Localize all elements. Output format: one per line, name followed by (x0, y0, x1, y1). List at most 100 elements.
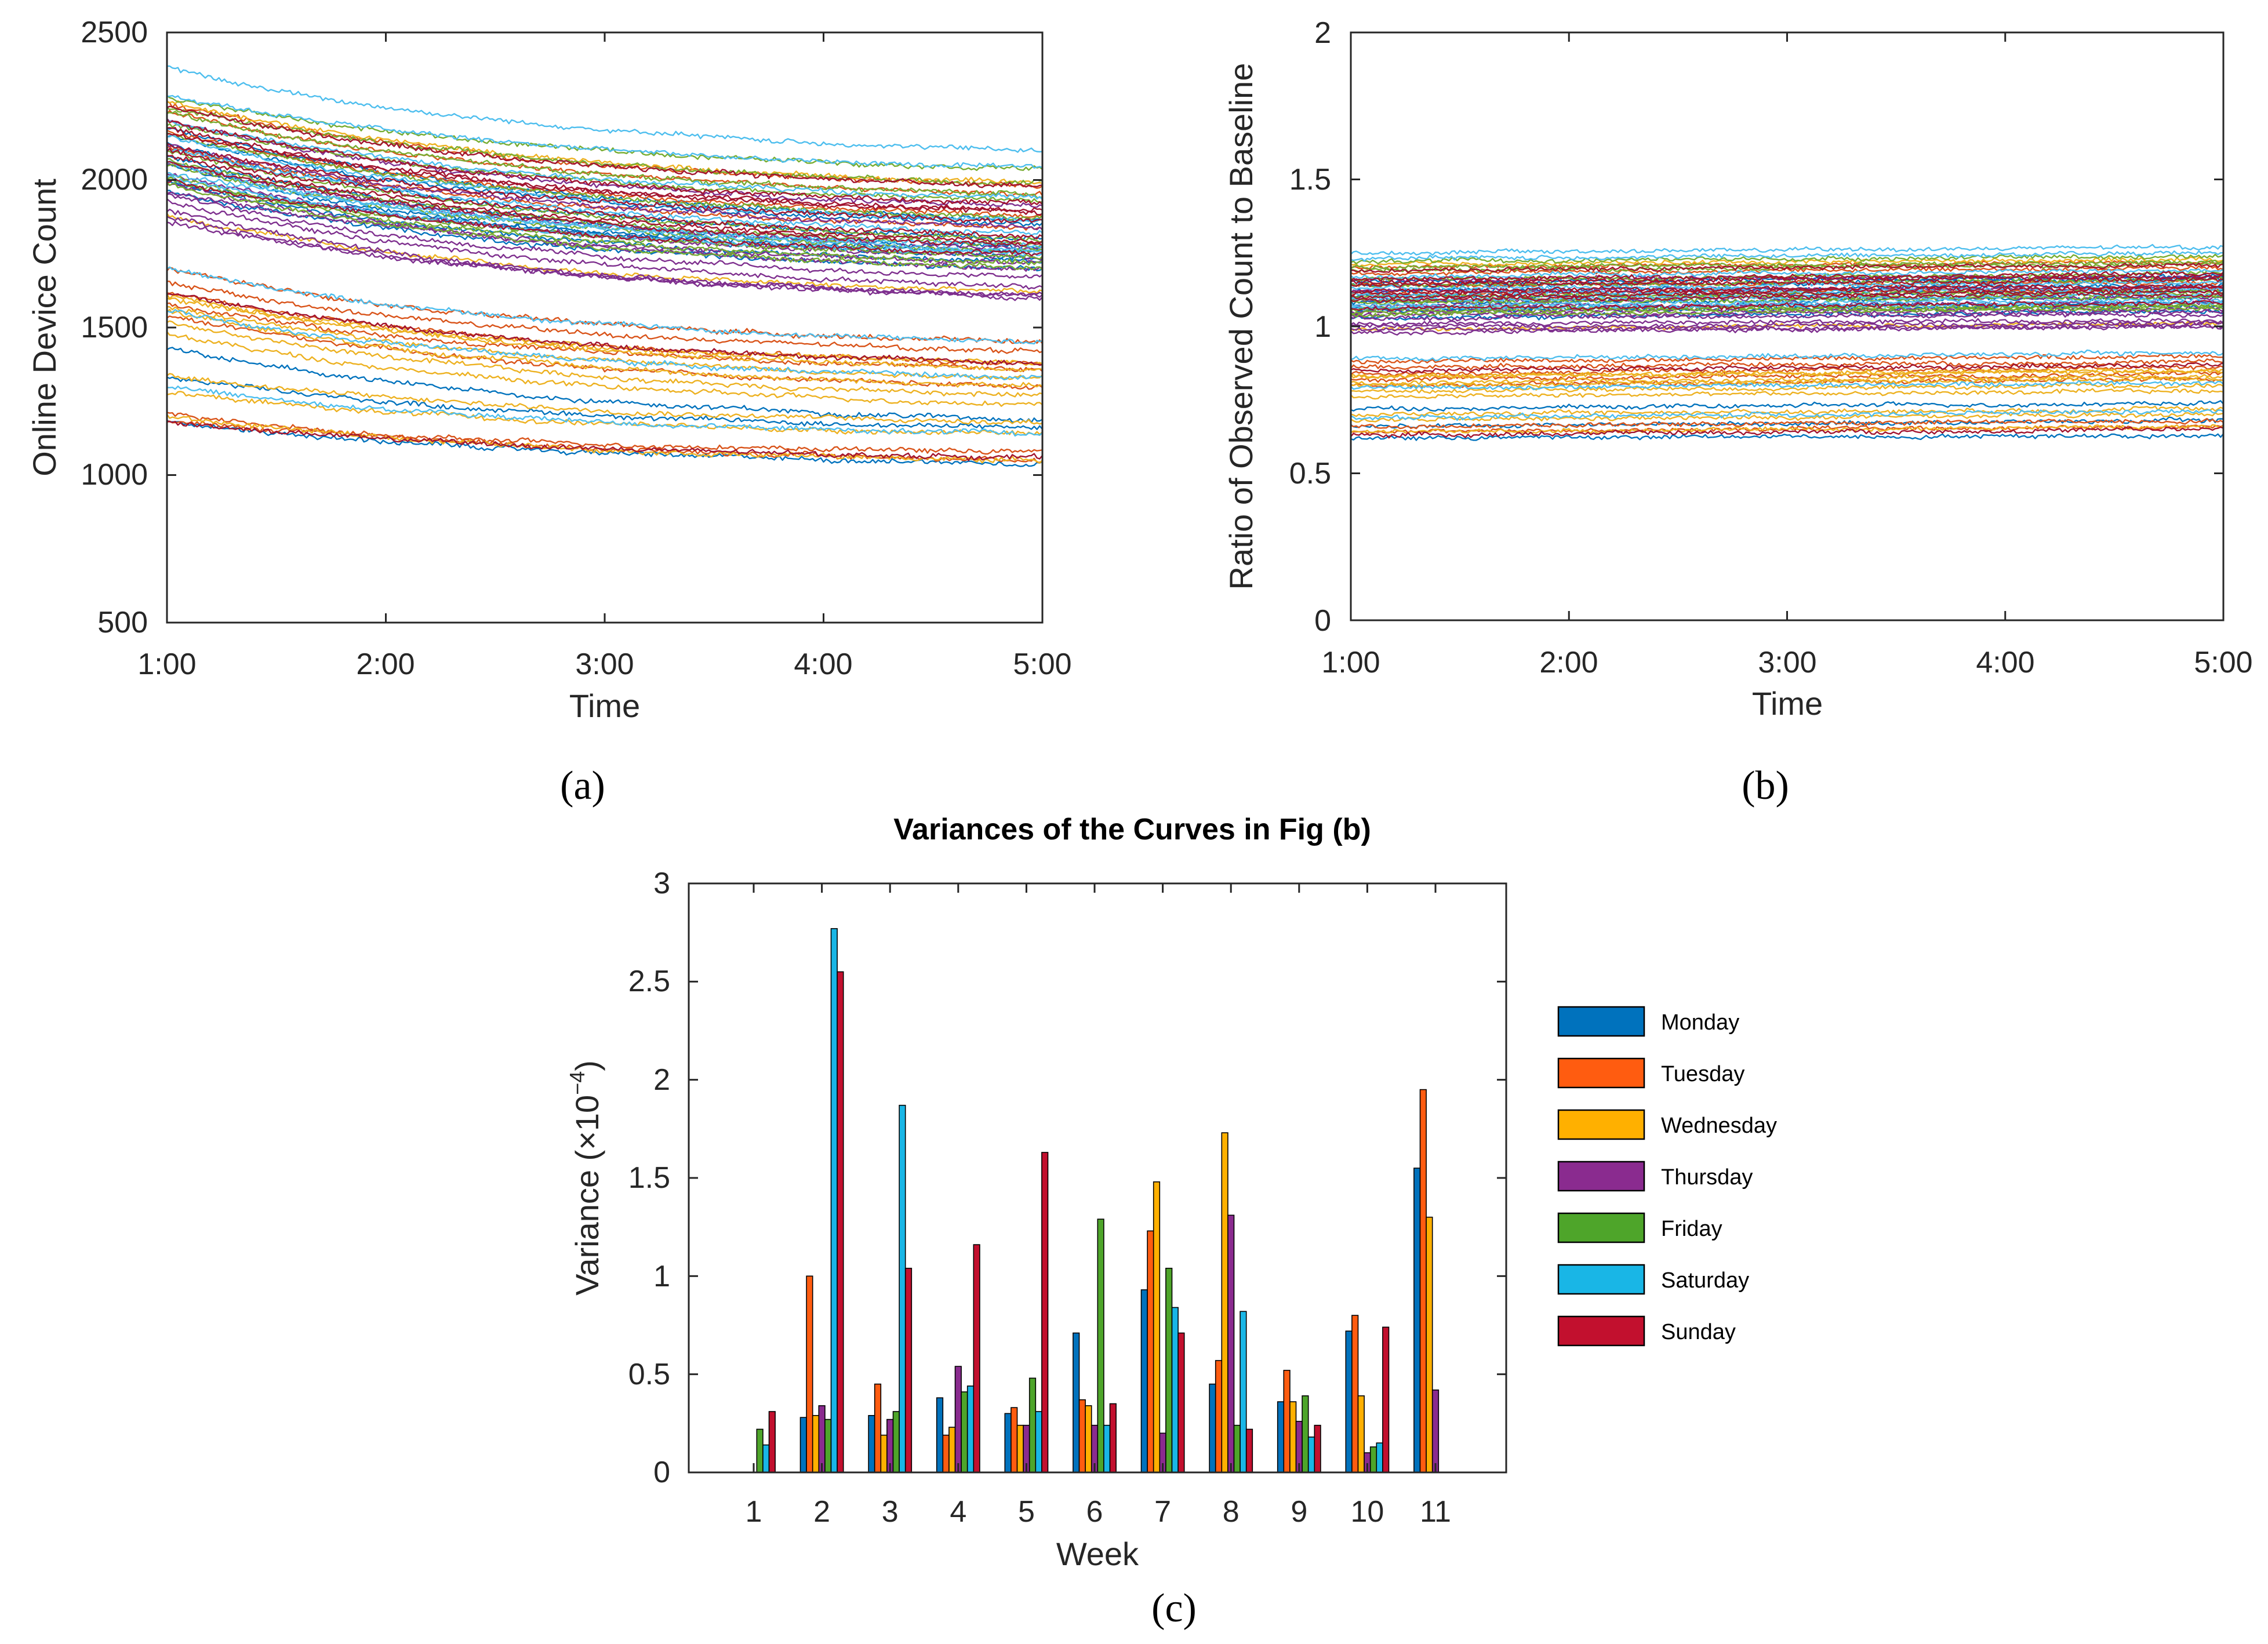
panel-b-x-tick: 2:00 (1539, 646, 1598, 679)
curve-line (166, 119, 1043, 205)
panel-c-title: Variances of the Curves in Fig (b) (893, 813, 1371, 846)
curve-line (166, 315, 1043, 390)
bar-monday (1209, 1383, 1216, 1473)
bar-wednesday (1085, 1405, 1092, 1473)
panel-a-x-tick: 1:00 (137, 648, 196, 681)
curve-line (166, 150, 1043, 243)
bar-monday (936, 1397, 944, 1473)
panel-c-x-tick: 5 (1018, 1495, 1035, 1529)
panel-b-ticks (1350, 31, 2225, 621)
legend-label-monday: Monday (1661, 1010, 1739, 1035)
panel-c-y-label-main: Variance (×10 (569, 1095, 605, 1296)
bar-friday (1028, 1377, 1037, 1473)
curve-line (1350, 412, 2224, 423)
curve-line (1350, 323, 2224, 333)
curve-line (166, 216, 1043, 298)
curve-line (166, 181, 1043, 271)
curve-line (167, 65, 1043, 153)
panel-c-x-tick: 6 (1086, 1495, 1103, 1529)
curve-line (1351, 382, 2224, 394)
panel-a: 1:00 2:00 3:00 4:00 5:00 500 1000 1500 2… (26, 16, 1072, 808)
curve-line (1350, 277, 2224, 288)
bar-saturday (762, 1444, 770, 1473)
panel-c-x-tick: 2 (813, 1495, 830, 1529)
curve-line (1350, 250, 2224, 262)
bar-thursday (1227, 1214, 1235, 1473)
curve-line (1350, 400, 2224, 412)
panel-c-x-tick: 9 (1291, 1495, 1307, 1529)
curve-line (166, 293, 1043, 366)
bar-wednesday (948, 1427, 956, 1473)
panel-c-title-suffix: (b) (1332, 813, 1371, 846)
bar-sunday (973, 1244, 980, 1473)
legend-label-saturday: Saturday (1661, 1268, 1749, 1293)
bar-tuesday (1078, 1399, 1086, 1473)
curve-line (166, 331, 1043, 407)
bar-friday (1097, 1219, 1104, 1473)
curve-line (166, 302, 1043, 372)
curve-line (166, 143, 1043, 224)
legend-label-wednesday: Wednesday (1661, 1114, 1777, 1138)
legend-swatch-friday (1557, 1212, 1645, 1243)
panel-b-y-tick: 1 (1314, 310, 1331, 344)
curve-line (1350, 260, 2224, 271)
curve-line (1350, 291, 2224, 303)
curve-line (1351, 320, 2224, 329)
panel-a-y-tick: 1500 (81, 311, 148, 344)
bar-tuesday (1283, 1370, 1291, 1473)
bar-wednesday (812, 1415, 820, 1473)
curve-line (1350, 300, 2224, 311)
panel-c: Variances of the Curves in Fig (b) 0 0.5… (565, 813, 1777, 1631)
legend-swatch-saturday (1557, 1264, 1645, 1295)
bar-saturday (1035, 1411, 1042, 1473)
curve-line (166, 111, 1043, 199)
legend-swatch-monday (1557, 1006, 1645, 1037)
bar-saturday (1103, 1424, 1111, 1473)
bar-wednesday (1357, 1395, 1365, 1473)
bar-thursday (954, 1366, 962, 1473)
curve-line (166, 160, 1043, 253)
bar-tuesday (1147, 1230, 1154, 1473)
panel-a-x-tick: 2:00 (356, 648, 415, 681)
curve-line (166, 133, 1043, 213)
panel-b-sublabel: (b) (1742, 763, 1789, 808)
curve-line (166, 213, 1043, 294)
bar-monday (1413, 1167, 1421, 1473)
curve-line (1350, 262, 2224, 274)
curve-line (1350, 368, 2224, 379)
legend-swatch-wednesday (1557, 1109, 1645, 1140)
panel-c-x-ticks: 1 2 3 4 5 6 7 8 9 10 11 (746, 883, 1451, 1529)
curve-line (166, 107, 1043, 186)
bar-wednesday (880, 1434, 888, 1473)
panel-a-x-label: Time (569, 688, 640, 724)
panel-b-x-tick: 5:00 (2194, 646, 2252, 679)
bar-friday (1369, 1446, 1377, 1473)
bar-monday (799, 1417, 807, 1473)
panel-b-x-tick: 3:00 (1758, 646, 1816, 679)
panel-c-ticks (689, 882, 1506, 1474)
bar-sunday (1041, 1152, 1049, 1473)
bar-friday (1233, 1424, 1241, 1473)
curve-line (166, 266, 1043, 345)
curve-line (1350, 321, 2224, 332)
bar-saturday (1240, 1311, 1247, 1473)
panel-b-y-tick: 1.5 (1289, 163, 1331, 197)
panel-a-x-tick: 4:00 (794, 648, 852, 681)
curve-line (1350, 311, 2224, 322)
curve-line (166, 190, 1043, 272)
bar-friday (1302, 1395, 1309, 1473)
bar-monday (1004, 1413, 1012, 1473)
panel-c-sublabel: (c) (1151, 1586, 1197, 1631)
curve-line (166, 309, 1043, 381)
curve-line (166, 373, 1043, 425)
bar-friday (892, 1411, 900, 1473)
curve-line (166, 147, 1043, 236)
panel-b-x-tick: 1:00 (1321, 646, 1380, 679)
bar-sunday (1382, 1326, 1390, 1473)
panel-c-bars (756, 928, 1440, 1473)
panel-c-y-label-exp: −4 (565, 1071, 589, 1095)
curve-line (1350, 358, 2224, 370)
bar-tuesday (1419, 1089, 1427, 1473)
panel-b: 1:00 2:00 3:00 4:00 5:00 0 0.5 1 1.5 2 T… (1223, 16, 2253, 808)
bar-tuesday (1011, 1407, 1018, 1473)
